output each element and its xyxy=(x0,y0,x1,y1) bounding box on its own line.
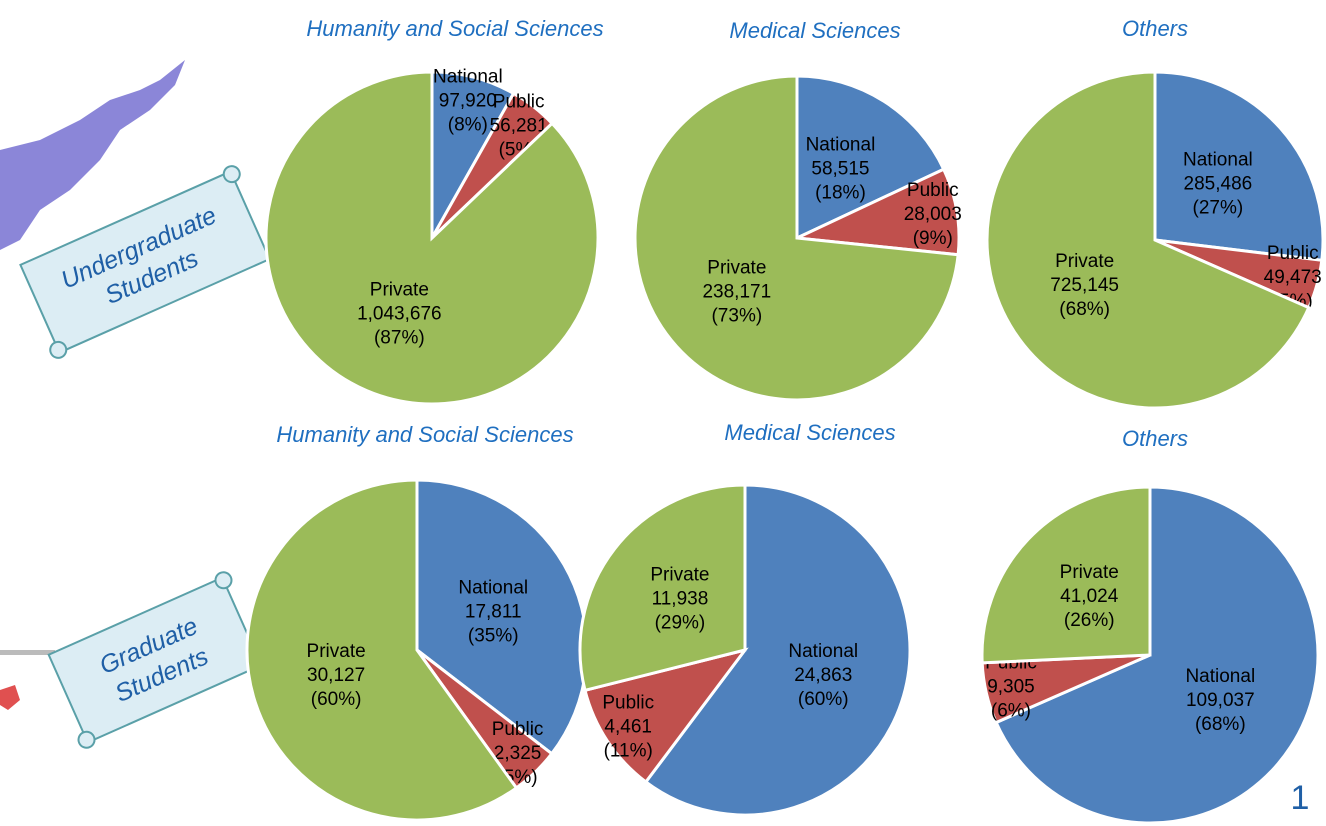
chart-title: Humanity and Social Sciences xyxy=(306,16,603,41)
chart-title: Humanity and Social Sciences xyxy=(276,422,573,447)
slice-value: 28,003 xyxy=(904,204,962,225)
slice-value: 30,127 xyxy=(307,665,365,686)
slice-category: National xyxy=(806,135,876,156)
slice-category: Public xyxy=(492,719,544,740)
slice-category: Private xyxy=(707,257,766,278)
slice-value: 17,811 xyxy=(465,601,522,622)
slice-category: National xyxy=(1185,666,1255,687)
slice-value: 97,920 xyxy=(439,91,497,112)
chart-title: Others xyxy=(1122,16,1188,41)
pie-slice xyxy=(415,478,589,756)
slice-percent: (29%) xyxy=(655,612,706,633)
slice-value: 49,473 xyxy=(1264,267,1322,288)
slice-category: National xyxy=(788,641,858,662)
slice-value: 11,938 xyxy=(652,588,709,609)
slice-category: Private xyxy=(1055,251,1114,272)
map-decoration xyxy=(0,685,20,710)
page-number: 1 xyxy=(1291,779,1310,817)
slice-value: 24,863 xyxy=(794,665,852,686)
pie-slice xyxy=(791,167,961,257)
slice-percent: (11%) xyxy=(604,741,653,762)
pie-slice xyxy=(633,74,960,402)
slice-value: 109,037 xyxy=(1186,690,1255,711)
slice-percent: (60%) xyxy=(311,689,362,710)
slice-value: 41,024 xyxy=(1060,586,1119,607)
slice-value: 58,515 xyxy=(811,159,869,180)
slice-value: 9,305 xyxy=(987,677,1035,698)
slice-category: Private xyxy=(1060,562,1119,583)
divider xyxy=(0,650,55,655)
pie-slice xyxy=(583,647,749,785)
slice-percent: (68%) xyxy=(1195,714,1246,735)
pie-slice xyxy=(264,70,600,406)
slice-value: 1,043,676 xyxy=(357,303,442,324)
chart-title: Medical Sciences xyxy=(729,18,900,43)
slice-percent: (26%) xyxy=(1064,610,1115,631)
slice-percent: (87%) xyxy=(374,327,425,348)
slice-percent: (60%) xyxy=(798,689,849,710)
slice-category: Public xyxy=(1267,243,1319,264)
slice-percent: (8%) xyxy=(448,115,488,136)
slice-value: 2,325 xyxy=(494,743,542,764)
slice-percent: (18%) xyxy=(815,183,866,204)
pie-slice xyxy=(245,478,519,822)
slice-percent: (35%) xyxy=(468,625,519,646)
slice-percent: (68%) xyxy=(1059,299,1110,320)
pie-slice xyxy=(578,483,747,693)
chart-title: Medical Sciences xyxy=(724,420,895,445)
pie-slice xyxy=(985,70,1311,410)
slice-value: 56,281 xyxy=(490,116,548,137)
slice-percent: (73%) xyxy=(711,305,762,326)
pie-slice xyxy=(1153,70,1325,262)
banner: Graduate Students xyxy=(47,571,263,749)
map-decoration xyxy=(0,60,185,250)
chart-title: Others xyxy=(1122,426,1188,451)
pie-slice xyxy=(994,485,1320,825)
pie-slice xyxy=(643,483,912,817)
slice-category: Public xyxy=(907,180,959,201)
slice-value: 4,461 xyxy=(604,717,652,738)
slice-category: Private xyxy=(650,564,709,585)
slice-category: National xyxy=(458,577,528,598)
slice-category: Public xyxy=(602,693,654,714)
pie-slice xyxy=(795,74,946,241)
slice-category: Public xyxy=(493,92,545,113)
slice-category: Private xyxy=(307,641,366,662)
slice-value: 238,171 xyxy=(702,281,771,302)
slice-value: 285,486 xyxy=(1184,173,1253,194)
banner: Undergraduate Students xyxy=(19,165,271,359)
slice-category: National xyxy=(433,67,503,88)
slice-category: National xyxy=(1183,149,1253,170)
slice-percent: (27%) xyxy=(1193,197,1244,218)
pie-slice xyxy=(980,485,1152,665)
slice-percent: (9%) xyxy=(913,228,953,249)
slice-value: 725,145 xyxy=(1050,275,1119,296)
slice-percent: (6%) xyxy=(991,701,1031,722)
slice-category: Private xyxy=(370,279,429,300)
